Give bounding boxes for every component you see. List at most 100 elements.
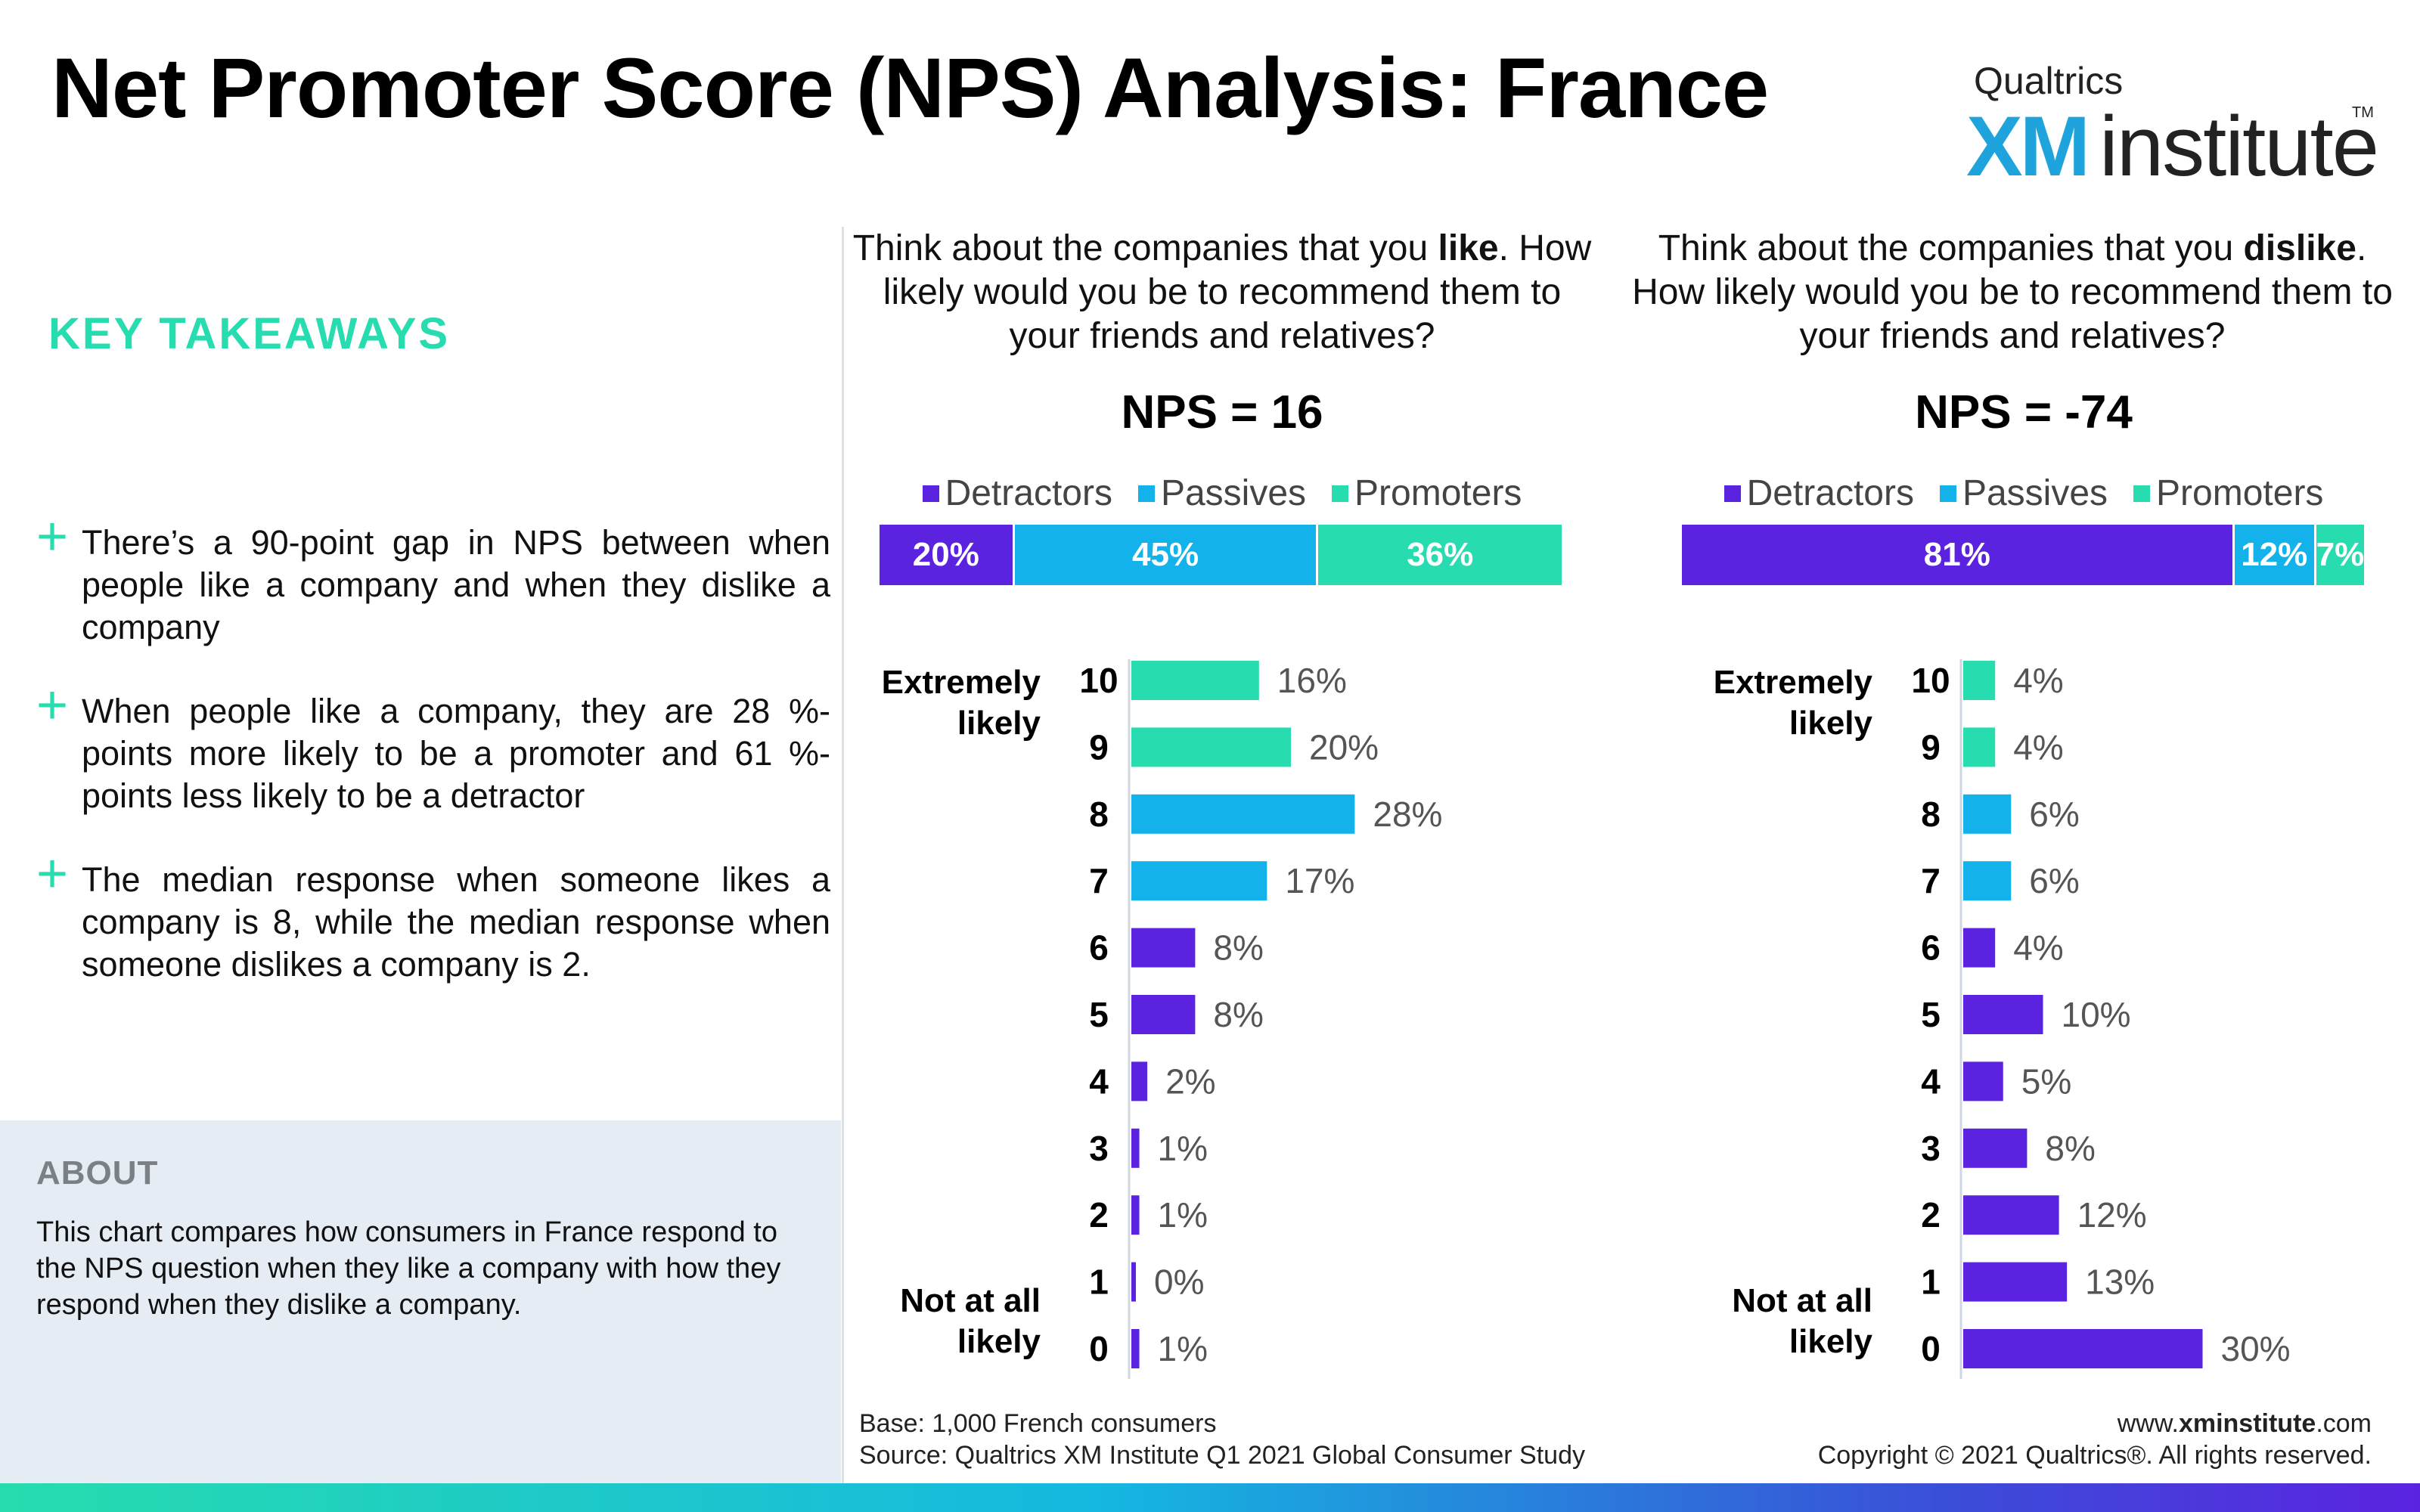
bar-score-5 (1963, 995, 2043, 1034)
tick-label-4: 4 (1089, 1061, 1109, 1101)
bar-score-8 (1963, 794, 2012, 834)
question-suffix: . How likely would you be to recommend t… (883, 228, 1592, 356)
url-prefix: www. (2117, 1409, 2179, 1438)
chart-panel-dislike: Think about the companies that you disli… (1632, 0, 2420, 1482)
bar-score-10 (1963, 661, 1996, 700)
tick-label-10: 10 (1911, 661, 1950, 700)
legend-label: Passives (1160, 473, 1307, 513)
anchor-line: likely (1789, 705, 1872, 742)
bar-score-9 (1131, 727, 1291, 767)
tick-label-1: 1 (1089, 1263, 1109, 1302)
anchor-not-at-all-likely: Not at all likely (1646, 1281, 1872, 1362)
takeaway-text: There’s a 90-point gap in NPS between wh… (82, 523, 830, 646)
bar-score-9 (1963, 727, 1996, 767)
legend: Detractors Passives Promoters (1646, 472, 2402, 514)
logo-qualtrics-text: Qualtrics (1974, 60, 2124, 102)
bar-score-4 (1131, 1061, 1148, 1101)
about-text: This chart compares how consumers in Fra… (36, 1216, 781, 1321)
stacked-segment-detractors: 20% (880, 525, 1015, 585)
takeaway-text: The median response when someone likes a… (82, 860, 830, 984)
plus-icon: + (36, 675, 69, 736)
legend-label: Detractors (1746, 473, 1914, 513)
bar-score-5 (1131, 995, 1196, 1034)
bar-score-2 (1131, 1195, 1140, 1235)
data-label-2: 1% (1158, 1195, 1208, 1235)
bar-score-8 (1131, 794, 1355, 834)
nps-score-like: NPS = 16 (1121, 386, 1323, 438)
logo-xm-text: XM (1966, 99, 2090, 194)
anchor-extremely-likely: Extremely likely (844, 662, 1041, 744)
about-heading: ABOUT (36, 1154, 159, 1191)
legend-swatch-promoters (1332, 485, 1349, 502)
anchor-line: Extremely (1713, 664, 1872, 701)
data-label-5: 8% (1213, 995, 1263, 1034)
page-title: Net Promoter Score (NPS) Analysis: Franc… (51, 41, 1769, 135)
data-label-4: 5% (2021, 1061, 2071, 1101)
data-label-6: 4% (2013, 928, 2063, 968)
chart-panel-like: Think about the companies that you like.… (844, 0, 1630, 1482)
legend-label: Promoters (1354, 473, 1522, 513)
tick-label-2: 2 (1089, 1195, 1109, 1235)
bar-score-1 (1131, 1262, 1136, 1302)
legend-label: Detractors (945, 473, 1112, 513)
tick-label-1: 1 (1921, 1263, 1941, 1302)
data-label-9: 20% (1309, 727, 1379, 767)
bar-score-0 (1963, 1329, 2203, 1368)
data-label-10: 16% (1277, 661, 1347, 700)
legend-item-promoters: Promoters (2133, 472, 2323, 514)
tick-label-9: 9 (1089, 727, 1109, 767)
question-prefix: Think about the companies that you (1658, 228, 2244, 268)
tick-label-5: 5 (1089, 995, 1109, 1034)
stacked-bar-dislike: 81% 12% 7% (1682, 525, 2364, 585)
data-label-3: 8% (2045, 1129, 2095, 1168)
tick-label-7: 7 (1921, 861, 1941, 900)
bottom-gradient-bar (0, 1483, 2420, 1512)
section-divider (842, 227, 844, 1483)
stacked-segment-detractors: 81% (1682, 525, 2235, 585)
question-suffix: . How likely would you be to recommend t… (1632, 228, 2393, 356)
plus-icon: + (36, 844, 69, 904)
tick-label-8: 8 (1921, 795, 1941, 834)
footer-source-text: Source: Qualtrics XM Institute Q1 2021 G… (859, 1441, 1586, 1470)
legend-swatch-passives (1137, 485, 1155, 502)
bar-chart-like: 10 16% 9 20% 8 28% 7 17% 6 8% 5 8% 4 2% 3 1% 2 1% 1 0% 0 1% (1079, 659, 1442, 1379)
stacked-segment-promoters: 36% (1318, 525, 1562, 585)
anchor-line: Not at all (900, 1282, 1041, 1319)
footer-copyright-text: Copyright © 2021 Qualtrics®. All rights … (1817, 1441, 2372, 1470)
anchor-not-at-all-likely: Not at all likely (844, 1281, 1041, 1362)
data-label-0: 30% (2221, 1329, 2291, 1368)
anchor-line: likely (1789, 1323, 1872, 1360)
bar-score-6 (1963, 928, 1996, 968)
data-label-6: 8% (1213, 928, 1263, 968)
data-label-2: 12% (2077, 1195, 2147, 1235)
url-bold: xminstitute (2178, 1409, 2316, 1438)
data-label-7: 6% (2029, 861, 2079, 900)
legend-swatch-passives (1939, 485, 1956, 502)
anchor-line: Extremely (881, 664, 1041, 701)
tick-label-4: 4 (1921, 1061, 1941, 1101)
bar-score-3 (1963, 1128, 2028, 1168)
stacked-bar-like: 20% 45% 36% (880, 525, 1562, 585)
legend-swatch-promoters (2133, 485, 2151, 502)
data-label-5: 10% (2062, 995, 2131, 1034)
about-panel (0, 1120, 841, 1483)
anchor-line: likely (957, 705, 1041, 742)
data-label-3: 1% (1158, 1129, 1208, 1168)
tick-label-5: 5 (1921, 995, 1941, 1034)
data-label-1: 13% (2085, 1263, 2155, 1302)
data-label-9: 4% (2013, 727, 2063, 767)
qualtrics-xm-institute-logo: Qualtrics XM institute TM (1966, 59, 2379, 194)
anchor-line: Not at all (1732, 1282, 1872, 1319)
question-dislike: Think about the companies that you disli… (1630, 227, 2394, 358)
anchor-extremely-likely: Extremely likely (1646, 662, 1872, 744)
plus-icon: + (36, 507, 69, 567)
data-label-8: 6% (2029, 795, 2079, 834)
question-emphasis: dislike (2243, 228, 2356, 268)
bar-chart-dislike: 10 4% 9 4% 8 6% 7 6% 6 4% 5 10% 4 5% 3 8% 2 12% 1 13% 0 30% (1911, 659, 2291, 1379)
bar-score-4 (1963, 1061, 2003, 1101)
footer-url[interactable]: www.xminstitute.com (1818, 1408, 2372, 1439)
legend-item-passives: Passives (1137, 472, 1307, 514)
tick-label-10: 10 (1079, 661, 1118, 700)
bar-score-1 (1963, 1262, 2068, 1302)
data-label-10: 4% (2013, 661, 2063, 700)
